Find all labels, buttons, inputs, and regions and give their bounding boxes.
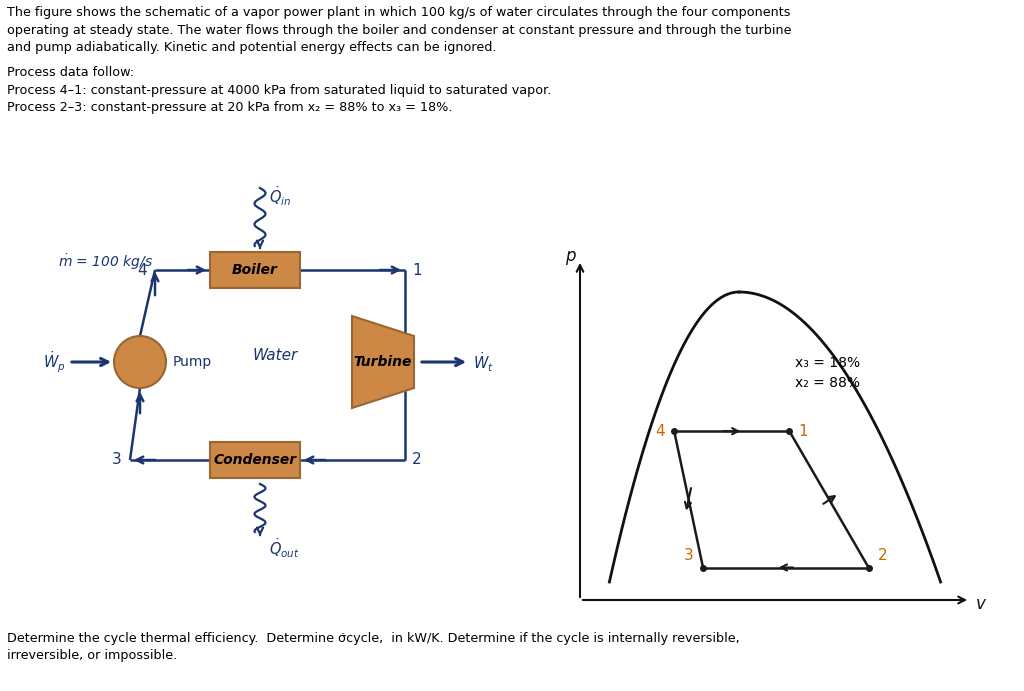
Text: $\dot{m}$ = 100 kg/s: $\dot{m}$ = 100 kg/s: [58, 252, 154, 272]
Circle shape: [114, 336, 166, 388]
Text: $\dot{Q}_{in}$: $\dot{Q}_{in}$: [269, 184, 291, 207]
FancyBboxPatch shape: [210, 442, 300, 478]
Text: 4: 4: [137, 263, 147, 278]
Text: Condenser: Condenser: [213, 453, 297, 467]
Text: 1: 1: [412, 263, 422, 278]
Text: 2: 2: [878, 547, 887, 562]
Text: $\dot{W}_p$: $\dot{W}_p$: [43, 349, 66, 375]
Text: 3: 3: [684, 547, 694, 562]
Text: x₂ = 88%: x₂ = 88%: [795, 376, 860, 390]
Text: 2: 2: [412, 453, 422, 468]
Polygon shape: [352, 316, 414, 408]
Text: 3: 3: [113, 453, 122, 468]
Text: Determine the cycle thermal efficiency.  Determine σ̇cycle,  in kW/K. Determine : Determine the cycle thermal efficiency. …: [7, 632, 739, 663]
Text: 4: 4: [655, 424, 666, 439]
Text: Process data follow:
Process 4–1: constant-pressure at 4000 kPa from saturated l: Process data follow: Process 4–1: consta…: [7, 66, 551, 114]
Text: Water: Water: [252, 348, 298, 363]
Text: Turbine: Turbine: [354, 355, 413, 369]
Text: x₃ = 18%: x₃ = 18%: [795, 356, 860, 370]
Text: $\dot{Q}_{out}$: $\dot{Q}_{out}$: [269, 536, 300, 560]
Text: v: v: [976, 595, 986, 613]
Text: Boiler: Boiler: [232, 263, 278, 277]
Text: $\dot{W}_t$: $\dot{W}_t$: [473, 350, 494, 374]
Text: The figure shows the schematic of a vapor power plant in which 100 kg/s of water: The figure shows the schematic of a vapo…: [7, 6, 792, 54]
Text: 1: 1: [799, 424, 808, 439]
Text: p: p: [565, 247, 575, 265]
Text: Pump: Pump: [173, 355, 212, 369]
FancyBboxPatch shape: [210, 252, 300, 288]
